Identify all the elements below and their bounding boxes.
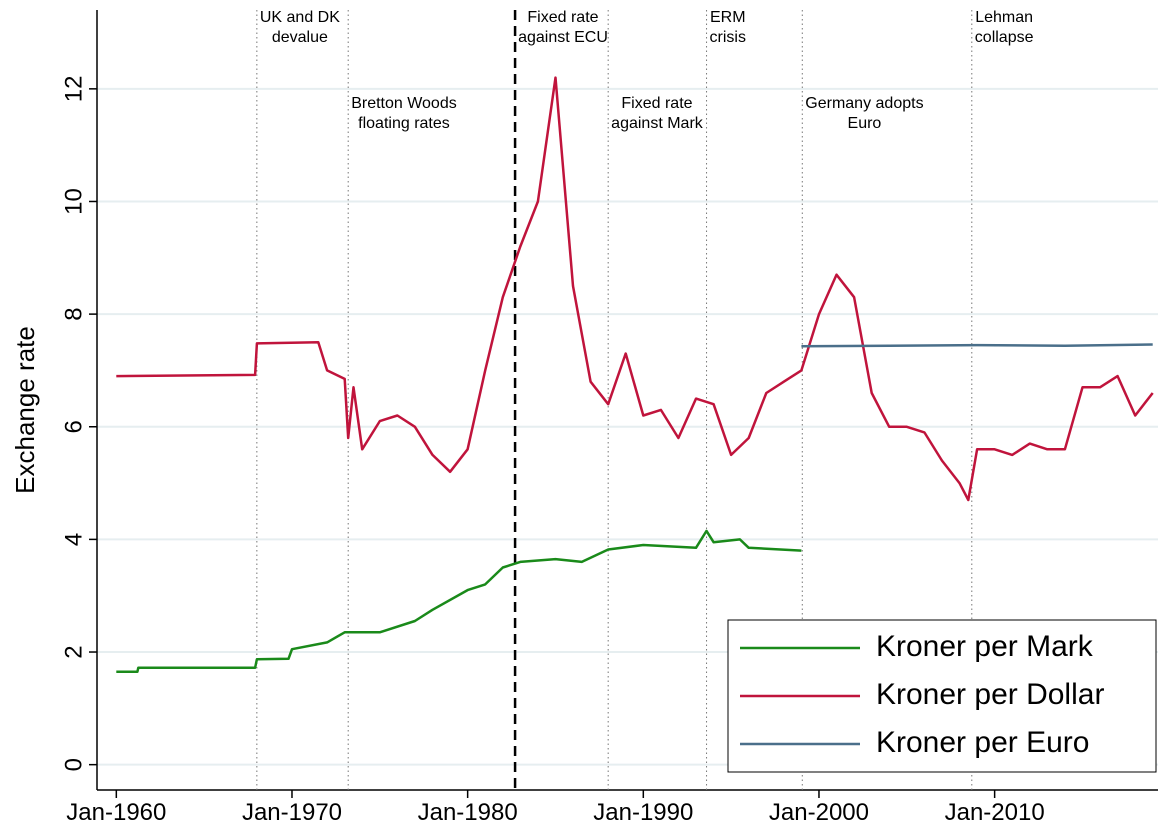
- event-label: against ECU: [518, 29, 608, 46]
- event-label: ERM: [710, 9, 746, 26]
- x-tick-label: Jan-1960: [66, 799, 166, 826]
- series-line: [116, 529, 802, 673]
- series-line: [116, 76, 1154, 502]
- event-label: Fixed rate: [527, 9, 598, 26]
- y-tick-label: 4: [60, 533, 87, 546]
- event-label: against Mark: [611, 115, 704, 132]
- x-tick-label: Jan-1970: [242, 799, 342, 826]
- y-axis-label: Exchange rate: [10, 326, 40, 494]
- y-tick-label: 12: [60, 75, 87, 102]
- legend-label: Kroner per Dollar: [876, 678, 1104, 711]
- y-tick-label: 8: [60, 307, 87, 320]
- x-tick-label: Jan-2000: [769, 799, 869, 826]
- event-label: Fixed rate: [621, 95, 692, 112]
- event-label: collapse: [975, 29, 1034, 46]
- event-label: Euro: [848, 115, 882, 132]
- event-label: crisis: [710, 29, 746, 46]
- y-tick-label: 6: [60, 420, 87, 433]
- legend-label: Kroner per Euro: [876, 726, 1089, 759]
- x-tick-label: Jan-1990: [593, 799, 693, 826]
- y-tick-label: 0: [60, 758, 87, 771]
- event-label: devalue: [272, 29, 328, 46]
- series-line: [801, 343, 1153, 348]
- x-tick-label: Jan-1980: [418, 799, 518, 826]
- event-label: floating rates: [358, 115, 450, 132]
- event-label: UK and DK: [260, 9, 340, 26]
- x-tick-label: Jan-2010: [945, 799, 1045, 826]
- legend-label: Kroner per Mark: [876, 630, 1094, 663]
- y-tick-label: 2: [60, 645, 87, 658]
- event-label: Lehman: [975, 9, 1033, 26]
- event-label: Bretton Woods: [351, 95, 457, 112]
- event-label: Germany adopts: [805, 95, 923, 112]
- y-tick-label: 10: [60, 188, 87, 215]
